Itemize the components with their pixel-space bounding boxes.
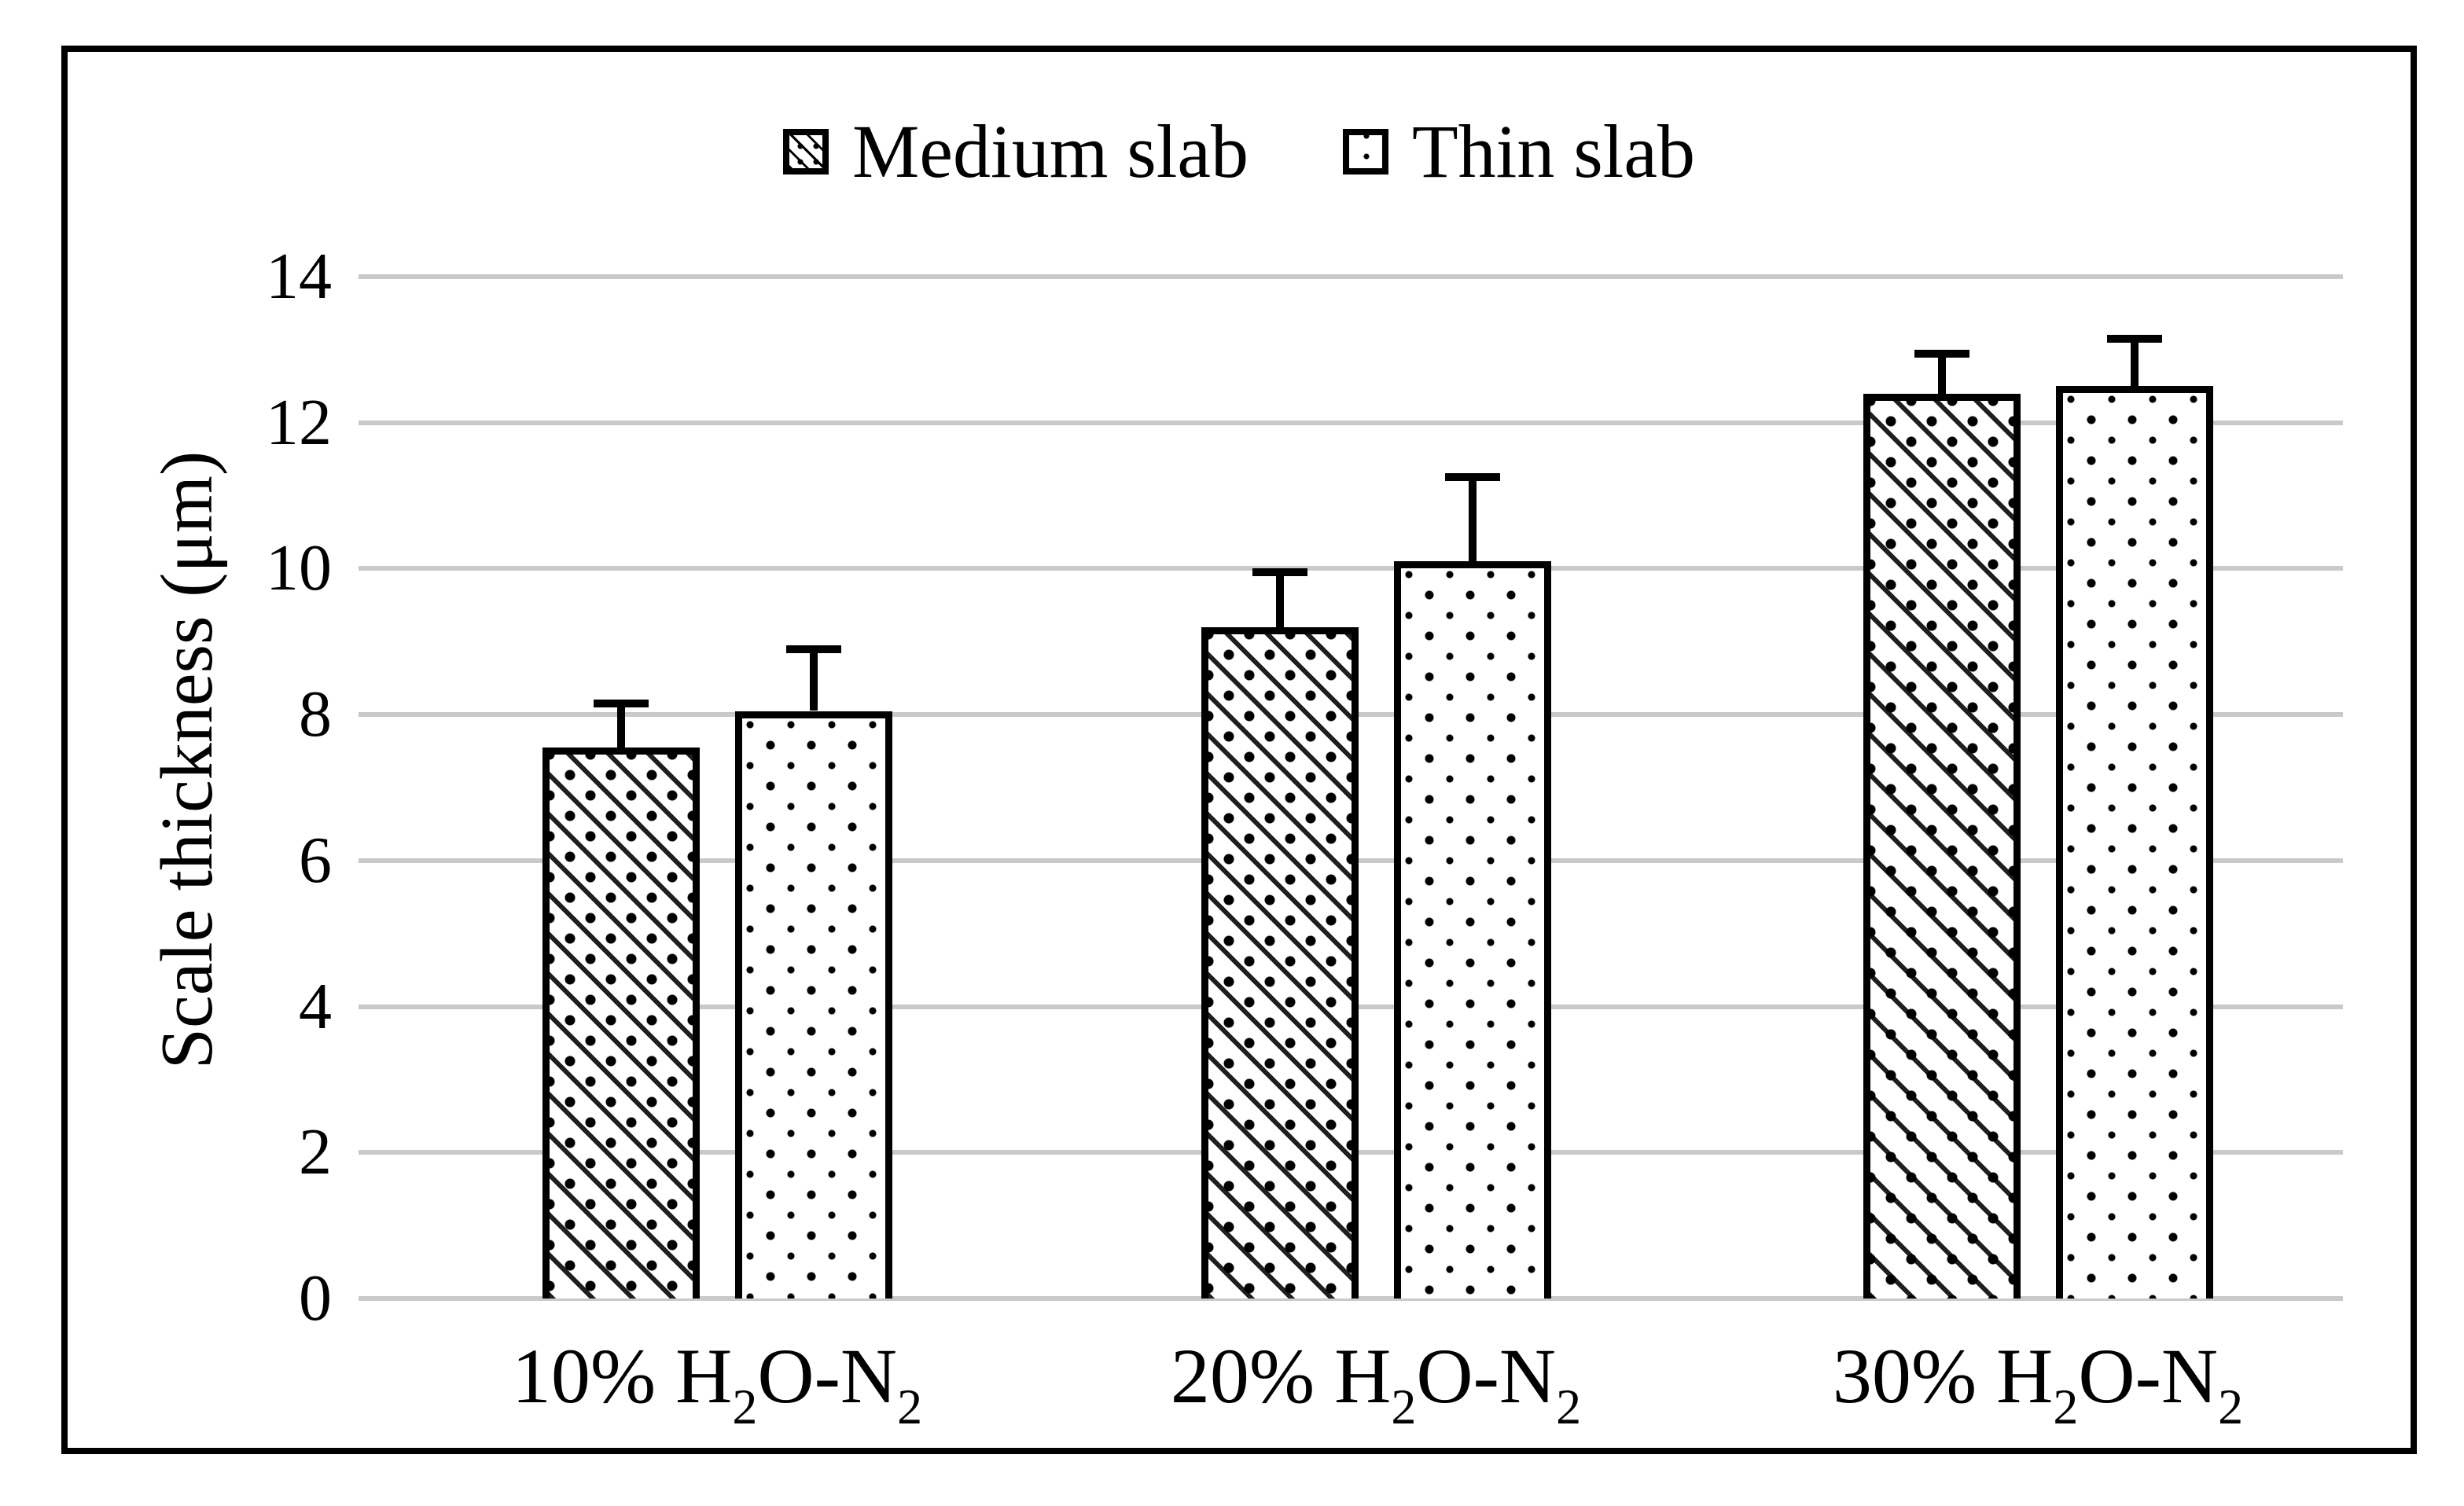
y-tick-label-10: 10 (266, 531, 332, 605)
y-tick-mark-10 (359, 566, 393, 571)
legend: Medium slab Thin slab (61, 108, 2417, 195)
error-bar-cap-medium-slab-group-3 (1914, 349, 1969, 358)
legend-swatch-medium-slab-icon (783, 129, 829, 174)
gridline-0 (370, 1296, 2343, 1301)
error-bar-stem-medium-slab-group-1 (617, 703, 625, 747)
legend-item-thin-slab: Thin slab (1343, 112, 1695, 191)
error-bar-stem-thin-slab-group-3 (2131, 338, 2139, 387)
error-bar-stem-medium-slab-group-2 (1276, 572, 1284, 627)
x-category-label-3: 30% H2O-N2 (1832, 1332, 2244, 1435)
bar-medium-slab-group-1 (542, 747, 700, 1298)
legend-swatch-thin-slab-icon (1343, 129, 1388, 174)
error-bar-cap-medium-slab-group-2 (1252, 568, 1307, 577)
legend-label-thin-slab: Thin slab (1412, 109, 1695, 193)
y-tick-mark-8 (359, 712, 393, 718)
error-bar-stem-thin-slab-group-1 (810, 648, 818, 711)
y-tick-label-14: 14 (266, 240, 332, 313)
y-tick-label-2: 2 (299, 1115, 332, 1189)
x-category-label-1: 10% H2O-N2 (511, 1332, 923, 1435)
y-tick-mark-12 (359, 420, 393, 425)
gridline-14 (370, 274, 2343, 279)
legend-label-medium-slab: Medium slab (852, 109, 1249, 193)
bar-thin-slab-group-2 (1394, 561, 1551, 1298)
y-tick-label-6: 6 (299, 823, 332, 897)
bar-thin-slab-group-3 (2056, 386, 2213, 1298)
y-tick-mark-2 (359, 1150, 393, 1155)
x-category-label-2: 20% H2O-N2 (1170, 1332, 1582, 1435)
gridline-10 (370, 566, 2343, 571)
error-bar-stem-medium-slab-group-3 (1938, 353, 1946, 394)
bar-thin-slab-group-1 (735, 711, 892, 1298)
error-bar-cap-medium-slab-group-1 (594, 700, 649, 708)
error-bar-cap-thin-slab-group-2 (1445, 473, 1500, 482)
y-tick-mark-6 (359, 858, 393, 863)
error-bar-stem-thin-slab-group-2 (1469, 477, 1477, 562)
bar-medium-slab-group-2 (1201, 626, 1359, 1298)
y-tick-mark-0 (359, 1296, 393, 1301)
y-tick-label-0: 0 (299, 1262, 332, 1335)
gridline-12 (370, 420, 2343, 425)
y-tick-label-4: 4 (299, 969, 332, 1043)
error-bar-cap-thin-slab-group-1 (786, 645, 841, 653)
y-tick-label-12: 12 (266, 385, 332, 459)
bar-medium-slab-group-3 (1863, 393, 2021, 1298)
legend-item-medium-slab: Medium slab (783, 112, 1249, 191)
y-tick-label-8: 8 (299, 678, 332, 751)
y-tick-mark-14 (359, 274, 393, 279)
y-tick-mark-4 (359, 1004, 393, 1009)
error-bar-cap-thin-slab-group-3 (2107, 334, 2162, 343)
